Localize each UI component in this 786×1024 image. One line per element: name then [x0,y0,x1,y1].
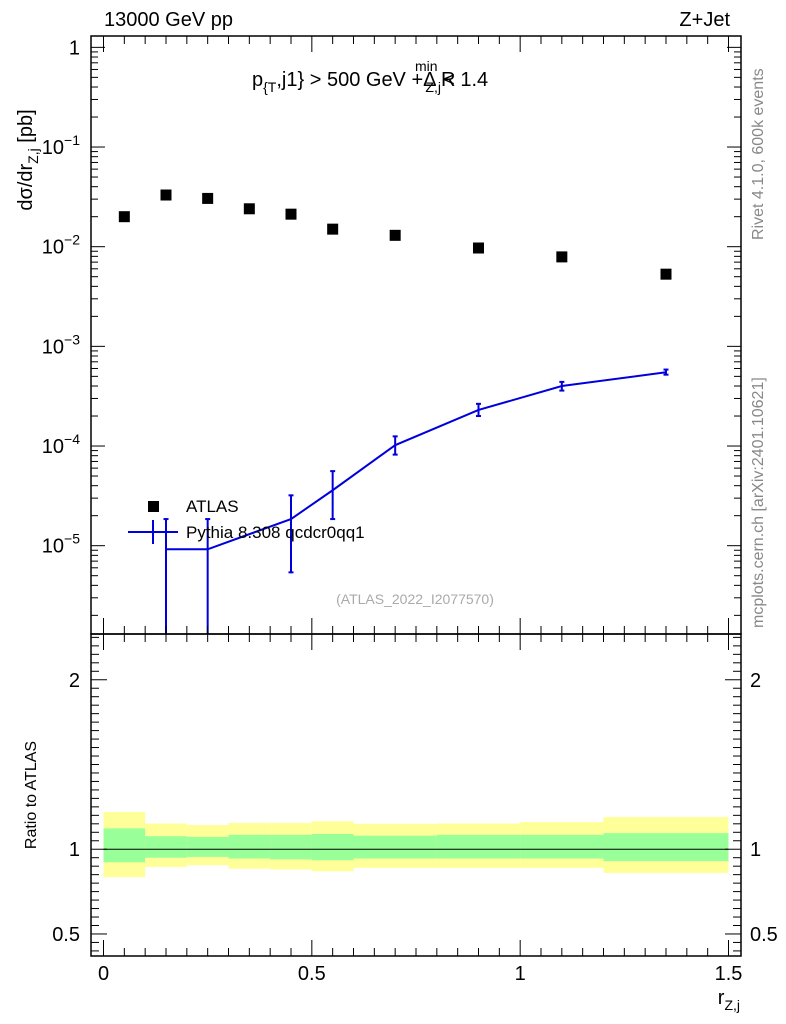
x-axis-label: rZ,j [718,987,740,1013]
atlas-point-2 [202,192,214,204]
main-ytick-label-2: 10−2 [42,232,80,259]
ratio-band-inner-5 [311,833,354,861]
ratio-ytick-label-right-1: 1 [750,839,761,861]
main-ytick-label-3: 10−3 [42,331,80,358]
atlas-point-0 [118,211,130,223]
mcplots-label: mcplots.cern.ch [arXiv:2401.10621] [750,377,767,628]
ratio-band-inner-6 [353,835,437,859]
main-ytick-label-1: 10−1 [42,132,80,159]
ratio-ytick-label-right-2: 2 [750,670,761,692]
ratio-xtick-label-2: 1 [515,963,526,985]
rivet-label: Rivet 4.1.0, 600k events [750,68,767,240]
legend-atlas-label: ATLAS [186,497,239,516]
ratio-band-inner-3 [228,834,271,859]
atlas-point-6 [389,229,401,241]
ratio-band-inner-9 [603,833,729,862]
ratio-xtick-label-3: 1.5 [715,963,743,985]
ratio-ytick-label-right-0: 0.5 [750,924,778,946]
mc-line [166,371,667,551]
ratio-y-label: Ratio to ATLAS [23,741,40,849]
legend-atlas-marker [148,501,159,512]
ratio-ytick-label-left-2: 2 [69,670,80,692]
atlas-point-4 [285,208,297,220]
ratio-band-inner-1 [145,836,187,858]
ratio-ytick-label-left-1: 1 [69,839,80,861]
ratio-band-inner-2 [186,836,229,857]
legend-mc-label: Pythia 8.308 qcdcr0qq1 [186,523,365,542]
atlas-point-5 [327,223,339,235]
ratio-band-inner-4 [270,834,312,860]
main-ytick-label-5: 10−5 [42,531,80,558]
main-mc-curve [163,368,669,634]
ratio-frame [90,633,742,957]
main-frame [90,35,742,635]
analysis-watermark: (ATLAS_2022_I2077570) [336,591,494,607]
atlas-point-3 [243,203,255,215]
main-data-points [118,189,672,280]
ratio-band-inner-7 [436,834,521,859]
main-ytick-label-0: 1 [69,37,80,59]
ratio-xtick-label-0: 0 [98,963,109,985]
main-ytick-label-4: 10−4 [42,431,80,458]
tick-labels: 1 10−1 10−2 10−3 10−4 10−5 0 0.5 1 1.5 0.5 0.5 1 1 2 2 [42,37,778,985]
ratio-ytick-label-left-0: 0.5 [52,924,80,946]
ratio-xtick-label-1: 0.5 [298,963,326,985]
main-title: p{T,j1} > 500 GeV +Δ RZ,jmin < 1.4 [252,58,488,95]
atlas-point-8 [556,251,568,263]
tick-marks [91,36,741,956]
legend: ATLAS Pythia 8.308 qcdcr0qq1 [128,497,365,544]
header-right: Z+Jet [679,9,730,31]
ratio-band-inner-8 [520,834,604,859]
ratio-band-inner-0 [103,828,146,863]
main-y-label: dσ/drZ,j [pb] [15,109,41,210]
atlas-point-1 [160,189,172,201]
atlas-point-7 [473,242,484,254]
ratio-uncertainty-bands [103,811,729,878]
header-left: 13000 GeV pp [104,9,233,31]
atlas-point-9 [660,268,672,280]
